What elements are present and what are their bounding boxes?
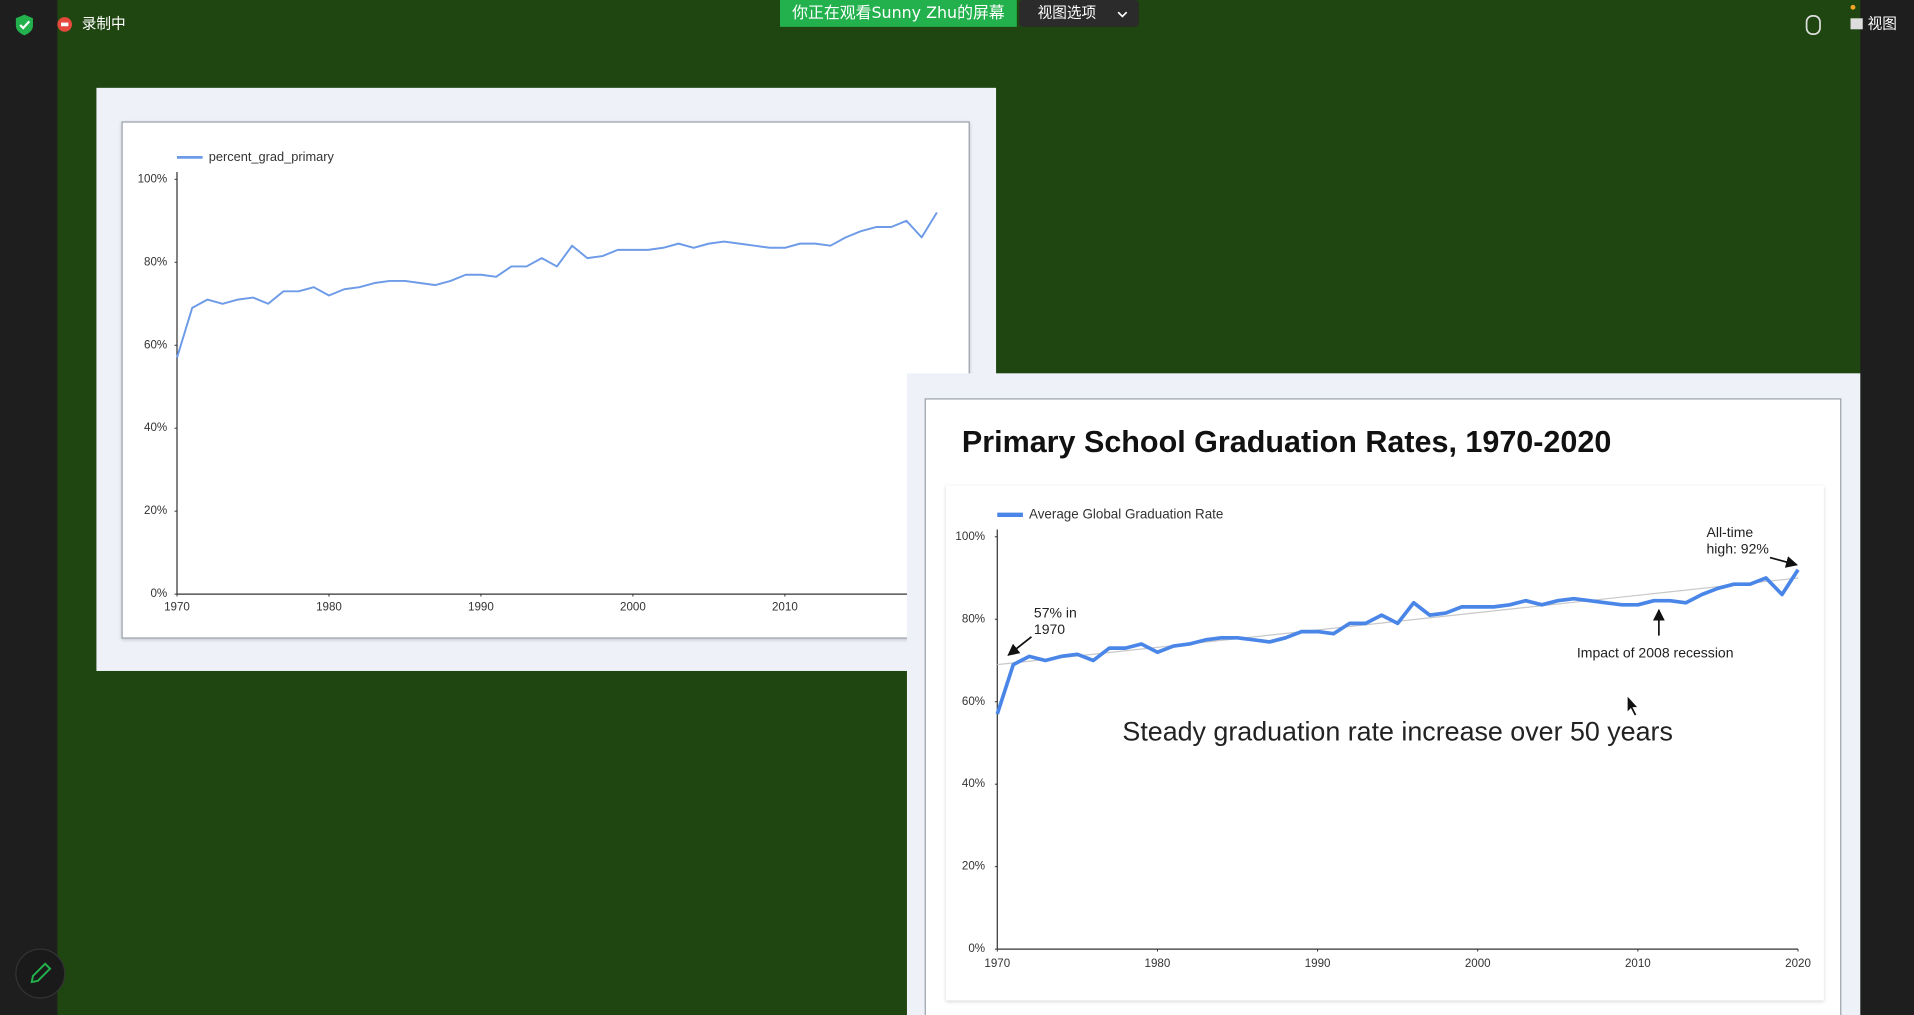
slide-title: Primary School Graduation Rates, 1970-20… bbox=[962, 425, 1611, 459]
annotation: Impact of 2008 recession bbox=[1577, 645, 1734, 661]
series-line bbox=[176, 212, 938, 358]
x-tick-label: 1970 bbox=[164, 602, 190, 614]
toolbar: 录制中 你正在观看Sunny Zhu的屏幕 视图选项 视图 bbox=[15, 0, 1897, 36]
annotate-button[interactable] bbox=[15, 948, 66, 999]
y-tick-label: 40% bbox=[962, 778, 985, 790]
right-sidebar bbox=[1860, 0, 1914, 1015]
annotation: Steady graduation rate increase over 50 … bbox=[1122, 716, 1672, 746]
window-1: 0% 20% 40% 60% 80% 100% 1970 1980 1990 2000 2010 pe… bbox=[96, 87, 997, 671]
view-label[interactable]: 视图 bbox=[1868, 15, 1897, 32]
view-options-button[interactable] bbox=[1019, 0, 1139, 27]
annotation: 1970 bbox=[1034, 621, 1065, 637]
left-sidebar bbox=[0, 0, 58, 1015]
annotation-arrow bbox=[1007, 636, 1032, 656]
chevron bbox=[1117, 11, 1128, 18]
record-dot-mark bbox=[61, 22, 69, 27]
annotation: high: 92% bbox=[1706, 541, 1768, 557]
viewing-label: 你正在观看Sunny Zhu的屏幕 bbox=[792, 3, 1005, 22]
y-tick-label: 100% bbox=[138, 173, 168, 185]
y-tick-label: 100% bbox=[955, 531, 985, 543]
window-2: Primary School Graduation Rates, 1970-20… bbox=[906, 373, 1861, 1015]
y-tick-label: 60% bbox=[962, 696, 985, 708]
x-tick-label: 1980 bbox=[316, 602, 342, 614]
mouse-cursor bbox=[1626, 694, 1640, 717]
x-tick-label: 1990 bbox=[1305, 958, 1331, 970]
series-line bbox=[995, 568, 1800, 715]
chart: 0% 20% 40% 60% 80% 100% 1970 1980 1990 2000 2010 pe… bbox=[138, 149, 938, 614]
annotation: 57% in bbox=[1034, 604, 1077, 620]
chart-card bbox=[121, 121, 970, 639]
view-options-label: 视图选项 bbox=[1038, 4, 1097, 21]
x-tick-label: 1970 bbox=[984, 958, 1010, 970]
x-tick-label: 2000 bbox=[620, 602, 646, 614]
y-tick-label: 0% bbox=[968, 943, 985, 955]
legend-label: Average Global Graduation Rate bbox=[1029, 506, 1223, 521]
notify-dot bbox=[1850, 4, 1856, 10]
annotation: All-time bbox=[1706, 524, 1753, 540]
x-tick-label: 2010 bbox=[772, 602, 798, 614]
x-tick-label: 1990 bbox=[468, 602, 494, 614]
x-tick-label: 2020 bbox=[1785, 958, 1811, 970]
layout-icon[interactable] bbox=[1805, 15, 1821, 36]
y-tick-label: 40% bbox=[144, 422, 167, 434]
y-tick-label: 0% bbox=[150, 588, 167, 600]
x-tick-label: 2000 bbox=[1465, 958, 1491, 970]
viewing-banner bbox=[780, 0, 1017, 27]
view-icon[interactable] bbox=[1850, 18, 1863, 30]
pencil-icon bbox=[30, 962, 52, 984]
y-tick-label: 20% bbox=[144, 505, 167, 517]
y-tick-label: 20% bbox=[962, 861, 985, 873]
y-tick-label: 80% bbox=[962, 613, 985, 625]
x-tick-label: 2010 bbox=[1625, 958, 1651, 970]
y-tick-label: 80% bbox=[144, 256, 167, 268]
check bbox=[19, 20, 31, 30]
chart: 0% 20% 40% 60% 80% 100% 1970 1980 1990 2000 2010 20… bbox=[955, 506, 1810, 969]
security-icon[interactable] bbox=[15, 14, 33, 36]
legend-label: percent_grad_primary bbox=[209, 149, 335, 164]
y-tick-label: 60% bbox=[144, 339, 167, 351]
chart-card bbox=[946, 485, 1824, 1001]
x-tick-label: 1980 bbox=[1145, 958, 1171, 970]
annotation-arrow bbox=[1769, 556, 1798, 568]
recording-label: 录制中 bbox=[82, 15, 126, 32]
